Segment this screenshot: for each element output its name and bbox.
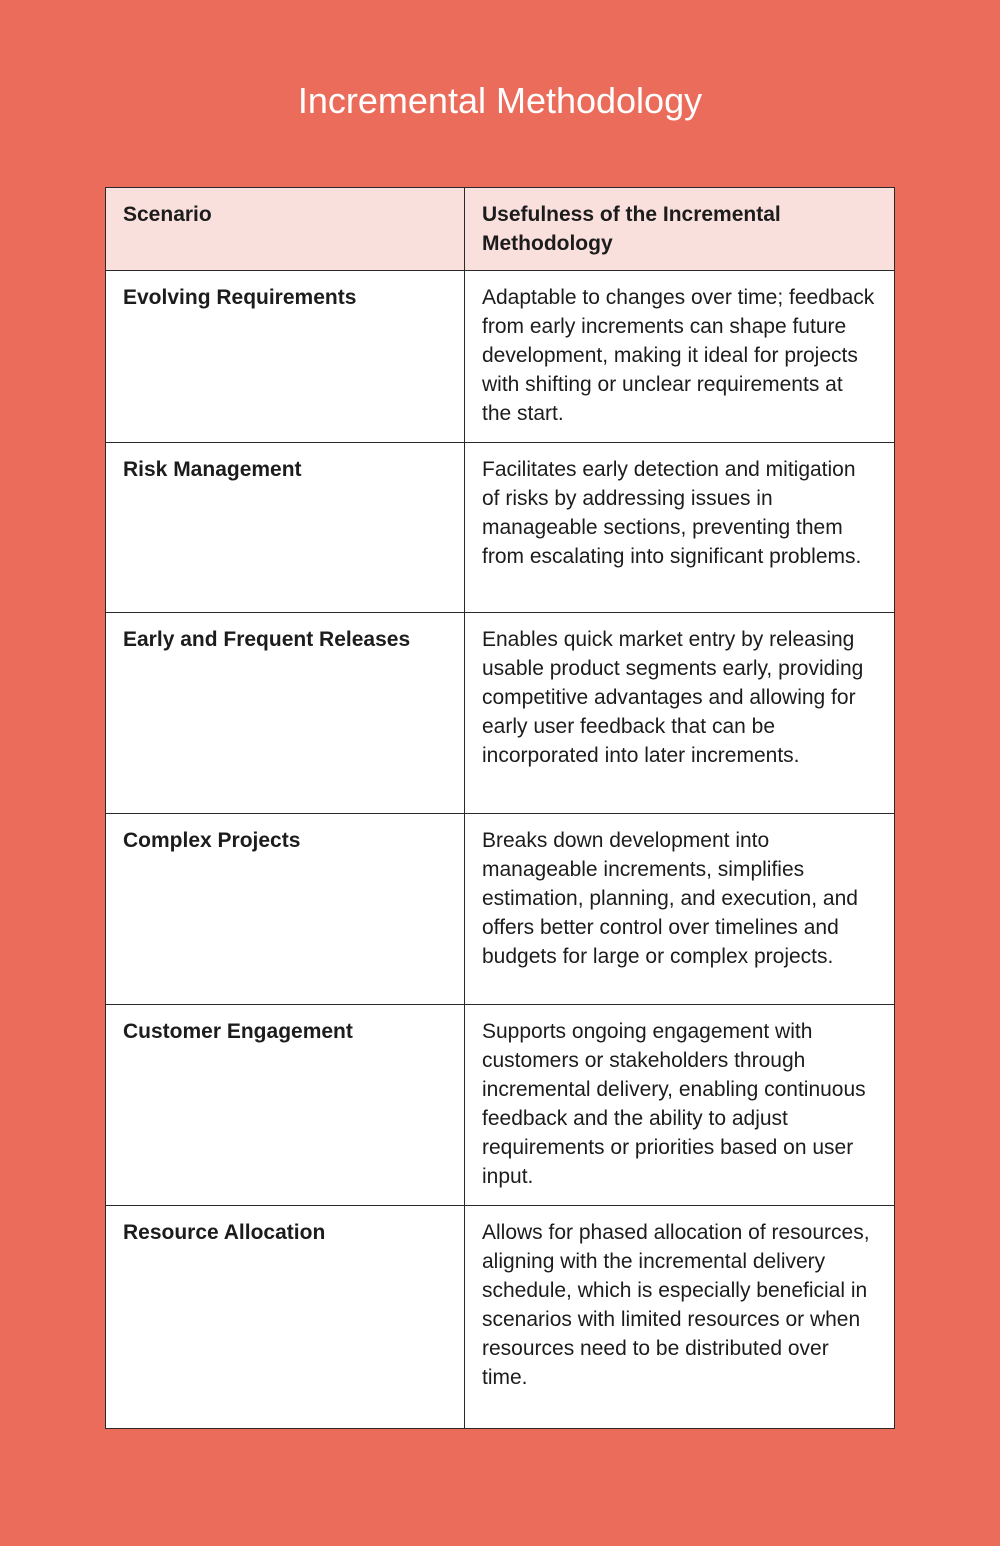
methodology-table: Scenario Usefulness of the Incremental M… <box>105 187 895 1429</box>
table-row: Evolving Requirements Adaptable to chang… <box>105 270 895 443</box>
scenario-cell: Risk Management <box>105 442 465 613</box>
usefulness-cell: Adaptable to changes over time; feedback… <box>464 270 895 443</box>
table-row: Risk Management Facilitates early detect… <box>105 442 895 613</box>
table-row: Customer Engagement Supports ongoing eng… <box>105 1004 895 1206</box>
usefulness-cell: Breaks down development into manageable … <box>464 813 895 1005</box>
usefulness-cell: Facilitates early detection and mitigati… <box>464 442 895 613</box>
header-usefulness: Usefulness of the Incremental Methodolog… <box>464 187 895 271</box>
header-scenario: Scenario <box>105 187 465 271</box>
scenario-cell: Customer Engagement <box>105 1004 465 1206</box>
table-row: Complex Projects Breaks down development… <box>105 813 895 1005</box>
usefulness-cell: Allows for phased allocation of resource… <box>464 1205 895 1429</box>
scenario-cell: Complex Projects <box>105 813 465 1005</box>
table-header-row: Scenario Usefulness of the Incremental M… <box>105 187 895 271</box>
table-row: Early and Frequent Releases Enables quic… <box>105 612 895 814</box>
scenario-cell: Early and Frequent Releases <box>105 612 465 814</box>
usefulness-cell: Enables quick market entry by releasing … <box>464 612 895 814</box>
page-title: Incremental Methodology <box>297 80 703 121</box>
scenario-cell: Evolving Requirements <box>105 270 465 443</box>
table-row: Resource Allocation Allows for phased al… <box>105 1205 895 1429</box>
usefulness-cell: Supports ongoing engagement with custome… <box>464 1004 895 1206</box>
scenario-cell: Resource Allocation <box>105 1205 465 1429</box>
